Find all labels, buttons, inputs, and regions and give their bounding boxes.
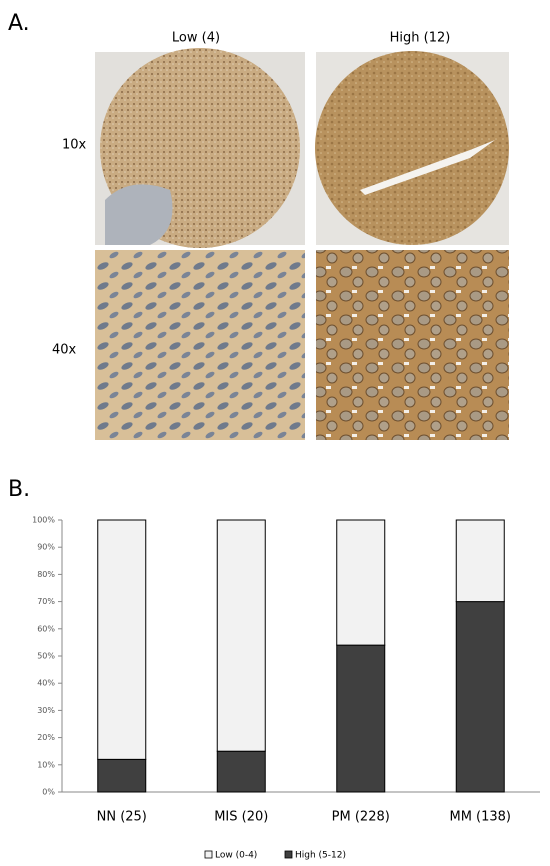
x-tick-label: MM (138) xyxy=(449,810,511,825)
tissue-gap xyxy=(360,140,495,195)
y-tick-label: 40% xyxy=(37,679,55,688)
legend-swatch xyxy=(204,850,213,859)
bar-segment xyxy=(336,644,386,793)
bar-segment xyxy=(97,519,147,760)
bar-segment xyxy=(216,750,266,793)
micrograph xyxy=(316,250,509,440)
column-header: Low (4) xyxy=(172,31,220,46)
legend-label: Low (0-4) xyxy=(215,851,257,861)
y-tick-label: 20% xyxy=(37,733,55,742)
panel-label: B. xyxy=(8,477,30,502)
bar-segment xyxy=(97,758,147,793)
bar-segment xyxy=(455,519,505,603)
micrograph xyxy=(95,250,305,440)
y-tick-label: 90% xyxy=(37,543,55,552)
y-tick-label: 50% xyxy=(37,652,55,661)
tissue-region xyxy=(105,184,173,245)
y-tick-label: 70% xyxy=(37,597,55,606)
column-header: High (12) xyxy=(390,31,451,46)
y-tick-label: 80% xyxy=(37,570,55,579)
row-label: 10x xyxy=(62,138,87,153)
bar-segment xyxy=(455,601,505,793)
x-tick-label: PM (228) xyxy=(332,810,390,825)
panel-label: A. xyxy=(8,11,30,36)
legend-swatch xyxy=(284,850,293,859)
y-tick-label: 10% xyxy=(37,760,55,769)
panel-b: B. 0% 10% 20% 30% 40% 50% 60% 70% 80% 90% 100% NN (… xyxy=(8,477,540,861)
legend-label: High (5-12) xyxy=(295,851,346,861)
x-tick-label: MIS (20) xyxy=(214,810,268,825)
y-tick-label: 30% xyxy=(37,706,55,715)
row-label: 40x xyxy=(52,343,77,358)
tissue-core xyxy=(315,51,509,245)
y-tick-label: 0% xyxy=(42,788,55,797)
y-tick-label: 60% xyxy=(37,624,55,633)
x-tick-label: NN (25) xyxy=(97,810,147,825)
bar-segment xyxy=(336,519,386,646)
panel-a: A. Low (4) High (12) 10x 40x xyxy=(8,11,509,440)
bar-segment xyxy=(216,519,266,752)
y-tick-label: 100% xyxy=(32,516,55,525)
